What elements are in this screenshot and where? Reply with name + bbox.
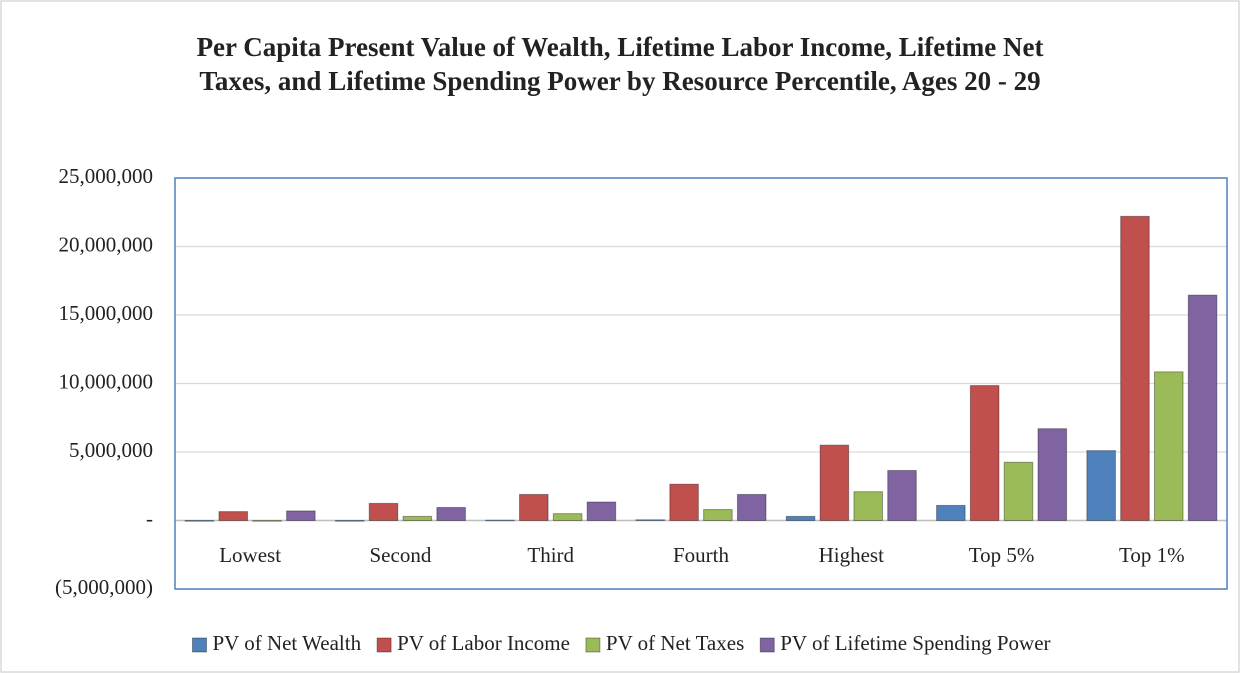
legend-label: PV of Net Wealth bbox=[212, 631, 361, 655]
plot-border bbox=[174, 177, 1228, 590]
bar bbox=[736, 493, 767, 522]
x-tick-label: Second bbox=[370, 543, 432, 567]
bar bbox=[1086, 450, 1116, 522]
bar bbox=[368, 502, 399, 521]
legend-swatch bbox=[376, 637, 392, 653]
x-tick-label: Lowest bbox=[219, 543, 281, 567]
y-tick-label: - bbox=[146, 506, 153, 530]
y-tick-label: 15,000,000 bbox=[59, 301, 154, 325]
y-tick-label: 25,000,000 bbox=[59, 164, 154, 188]
y-tick-label: 5,000,000 bbox=[69, 438, 153, 462]
bar bbox=[936, 504, 966, 521]
bar bbox=[286, 510, 316, 522]
bar bbox=[785, 515, 816, 522]
legend-swatch bbox=[759, 637, 775, 653]
bar bbox=[635, 519, 666, 522]
bar bbox=[334, 520, 365, 522]
y-tick-label: 20,000,000 bbox=[59, 232, 154, 256]
y-tick-label: (5,000,000) bbox=[55, 575, 153, 599]
legend-swatch bbox=[585, 637, 601, 653]
bar bbox=[252, 520, 282, 522]
bar bbox=[218, 511, 249, 522]
x-tick-label: Top 5% bbox=[969, 543, 1035, 567]
legend-swatch bbox=[191, 637, 207, 653]
bar bbox=[436, 506, 466, 521]
bar bbox=[819, 444, 850, 521]
x-tick-label: Fourth bbox=[673, 543, 730, 567]
bar bbox=[402, 515, 433, 522]
bar bbox=[969, 385, 1000, 521]
bar bbox=[1003, 461, 1034, 521]
bar bbox=[552, 513, 583, 522]
bar bbox=[1153, 371, 1184, 522]
bar bbox=[887, 469, 917, 521]
bar bbox=[1037, 428, 1068, 521]
x-tick-label: Third bbox=[527, 543, 574, 567]
bar bbox=[1187, 294, 1218, 522]
bar bbox=[485, 519, 515, 522]
bar bbox=[669, 483, 699, 522]
legend-label: PV of Net Taxes bbox=[606, 631, 744, 655]
bar bbox=[586, 501, 617, 522]
bar bbox=[853, 491, 883, 522]
legend-label: PV of Lifetime Spending Power bbox=[780, 631, 1050, 655]
bar bbox=[184, 520, 215, 522]
bar bbox=[703, 509, 733, 522]
x-tick-label: Top 1% bbox=[1119, 543, 1185, 567]
bar bbox=[519, 493, 549, 522]
legend-label: PV of Labor Income bbox=[397, 631, 570, 655]
chart-title: Per Capita Present Value of Wealth, Life… bbox=[196, 32, 1044, 96]
y-tick-label: 10,000,000 bbox=[59, 369, 154, 393]
x-tick-label: Highest bbox=[819, 543, 884, 567]
bar bbox=[1120, 215, 1150, 522]
